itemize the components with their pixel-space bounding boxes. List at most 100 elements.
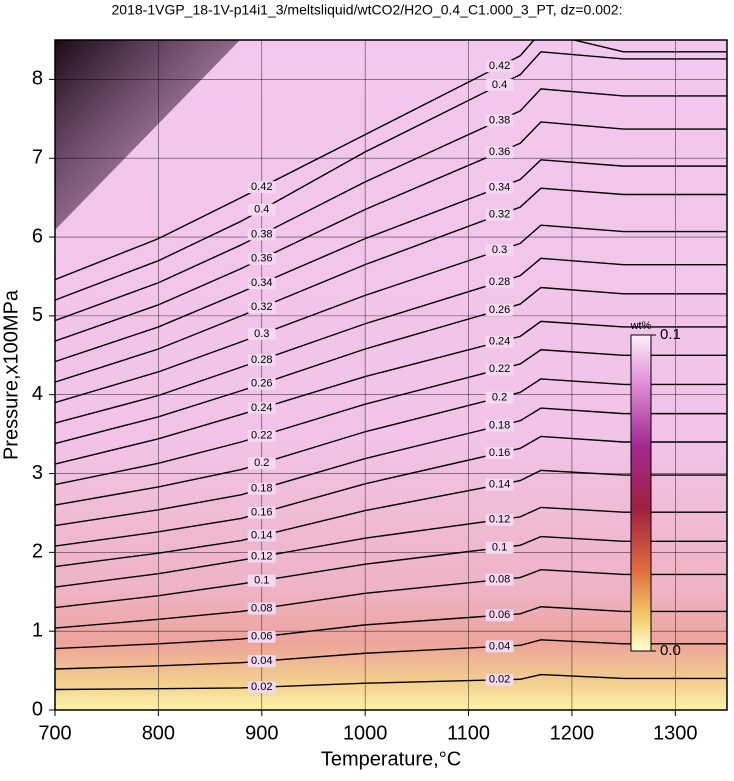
contour-label-bg <box>247 402 276 415</box>
contour-line <box>55 606 727 650</box>
contour-label-bg <box>485 673 514 686</box>
colorbar-tick-label: 0.0 <box>660 642 681 659</box>
contour-label: 0.26 <box>489 304 510 316</box>
x-tick-label: 700 <box>38 722 71 744</box>
x-tick-label: 1000 <box>343 722 388 744</box>
x-tick-label: 1200 <box>550 722 595 744</box>
contour-label: 0.28 <box>489 276 510 288</box>
y-tick-label: 1 <box>32 619 43 641</box>
contour-line <box>55 407 727 527</box>
contour-label-bg <box>485 573 514 586</box>
contour-label: 0.42 <box>489 60 510 72</box>
contour-line <box>55 187 727 383</box>
contour-label: 0.1 <box>492 542 507 554</box>
contour-line <box>55 673 727 691</box>
y-tick-label: 5 <box>32 304 43 326</box>
contour-label: 0.4 <box>254 204 269 216</box>
contour-label-bg <box>485 640 514 653</box>
contour-label: 0.06 <box>251 631 272 643</box>
x-tick-label: 1100 <box>447 722 490 744</box>
contour-label: 0.34 <box>251 277 272 289</box>
y-axis-label: Pressure,x100MPa <box>0 289 22 460</box>
contour-line <box>55 224 727 404</box>
contour-label-bg <box>247 429 276 442</box>
contour-label-bg <box>247 301 276 314</box>
y-tick-label: 6 <box>32 225 43 247</box>
colorbar-label: wt% <box>630 320 652 332</box>
contour-label-bg <box>485 114 514 127</box>
contour-label: 0.14 <box>489 479 510 491</box>
contour-label-bg <box>485 244 514 257</box>
colorbar <box>630 334 652 652</box>
contour-label: 0.38 <box>251 228 272 240</box>
contour-line <box>55 535 727 609</box>
contour-line <box>55 257 727 424</box>
contour-label: 0.3 <box>492 244 507 256</box>
contour-label: 0.02 <box>251 681 272 693</box>
contour-line <box>55 568 727 629</box>
x-axis-label: Temperature,°C <box>321 748 461 770</box>
contour-label: 0.12 <box>251 550 272 562</box>
contour-line <box>55 40 727 281</box>
contour-label-bg <box>247 681 276 694</box>
y-tick-label: 2 <box>32 541 43 563</box>
contour-line <box>55 435 727 547</box>
contour-label-bg <box>485 419 514 432</box>
contour-label-bg <box>485 146 514 159</box>
contour-label: 0.28 <box>251 354 272 366</box>
x-tick-label: 900 <box>245 722 278 744</box>
contour-line <box>55 469 727 568</box>
y-tick-label: 7 <box>32 147 43 169</box>
contour-line <box>55 320 727 465</box>
contour-label-bg <box>485 391 514 404</box>
contour-label-bg <box>247 353 276 366</box>
contour-label: 0.18 <box>251 483 272 495</box>
contour-label-bg <box>247 328 276 341</box>
contour-line <box>55 51 727 301</box>
contour-label: 0.4 <box>492 79 507 91</box>
contour-label-bg <box>485 478 514 491</box>
contour-label-bg <box>247 506 276 519</box>
contour-line <box>55 88 727 322</box>
contour-label-bg <box>247 529 276 542</box>
contour-label: 0.24 <box>489 336 510 348</box>
colorbar-tick-label: 0.1 <box>660 326 681 343</box>
contour-label-bg <box>247 482 276 495</box>
contour-line <box>55 378 727 506</box>
contour-label-bg <box>247 630 276 643</box>
contour-label: 0.32 <box>251 301 272 313</box>
contour-label: 0.32 <box>489 209 510 221</box>
contour-label: 0.04 <box>489 640 510 652</box>
plot-area: 0.02 0.02 0.04 0.04 0.06 0.06 0.08 0.08 0.1 0.1 0.… <box>55 40 727 710</box>
contour-label: 0.22 <box>489 363 510 375</box>
contour-label: 0.02 <box>489 674 510 686</box>
contour-label-bg <box>485 335 514 348</box>
contour-label: 0.26 <box>251 378 272 390</box>
contour-label-bg <box>485 208 514 221</box>
contour-label-bg <box>485 304 514 317</box>
contour-label-bg <box>247 181 276 194</box>
contour-label: 0.3 <box>254 328 269 340</box>
x-tick-label: 800 <box>142 722 175 744</box>
contour-label: 0.18 <box>489 420 510 432</box>
contour-label: 0.42 <box>251 181 272 193</box>
contour-label-bg <box>247 602 276 615</box>
contour-line <box>55 159 727 363</box>
contour-line <box>55 639 727 670</box>
contour-label-bg <box>485 60 514 73</box>
chart-title: 2018-1VGP_18-1V-p14i1_3/meltsliquid/wtCO… <box>112 2 623 18</box>
contour-label: 0.2 <box>254 457 269 469</box>
contour-label: 0.36 <box>489 146 510 158</box>
y-tick-label: 0 <box>32 698 43 720</box>
contour-label-bg <box>485 609 514 622</box>
contour-label: 0.24 <box>251 402 272 414</box>
plot-background <box>55 40 727 710</box>
contour-label: 0.34 <box>489 181 510 193</box>
contour-label: 0.08 <box>251 602 272 614</box>
contour-label: 0.2 <box>492 392 507 404</box>
y-tick-label: 4 <box>32 383 43 405</box>
contour-label-bg <box>247 377 276 390</box>
contour-label: 0.08 <box>489 574 510 586</box>
contour-label-bg <box>247 655 276 668</box>
